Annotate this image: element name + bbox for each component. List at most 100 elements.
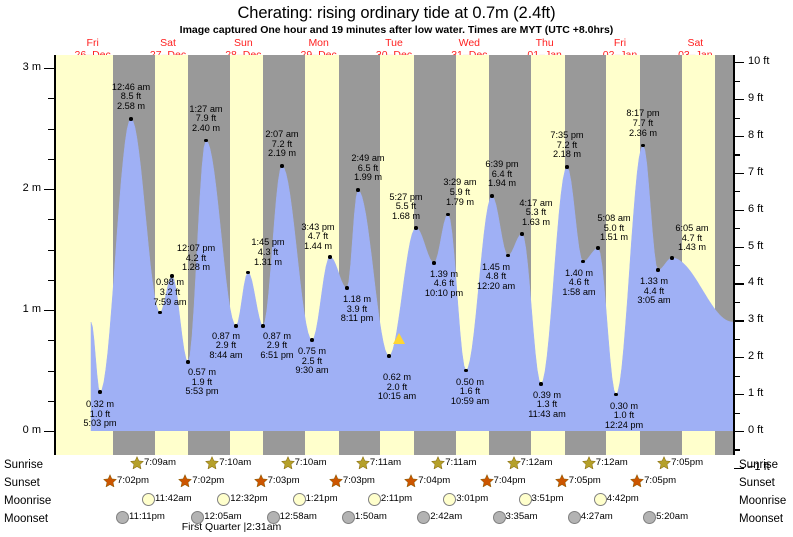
tide-label-line-2: 1.3 ft [536, 399, 558, 410]
tide-label-line-3: 2.19 m [267, 148, 297, 159]
right-tick [734, 99, 744, 101]
star-icon [657, 456, 672, 470]
tide-point-dot [280, 164, 284, 168]
tide-point-dot [446, 212, 450, 217]
moonset-event-8: 5:20am [642, 510, 712, 524]
tide-label-line-2: 3.2 ft [159, 287, 181, 297]
day-header-dow: Fri [613, 37, 627, 49]
left-tick [48, 370, 54, 372]
tide-point-dot [490, 194, 494, 199]
moonrise-time: 2:11pm [380, 493, 413, 504]
star-icon [581, 456, 596, 470]
moonset-time: 1:50am [354, 511, 387, 522]
tide-point-dot [414, 225, 418, 230]
tide-label-line-3: 7:59 am [153, 296, 187, 307]
right-tick [734, 135, 744, 138]
strip-night-band-5 [414, 431, 456, 455]
sunset-time: 7:05pm [568, 475, 601, 486]
tide-point-dot [129, 117, 133, 121]
tide-point-label: 6:05 am 4.7 ft 1.43 m [658, 223, 726, 253]
row-label-sunset-left: Sunset [4, 477, 40, 489]
tide-label-line-3: 9:30 am [295, 365, 329, 376]
tide-label-line-1: 0.39 m [532, 389, 562, 400]
day-header-dow: Mon [308, 37, 329, 49]
tide-point-label: 0.50 m 1.6 ft 10:59 am [436, 377, 504, 407]
day-header-dow: Tue [385, 37, 403, 49]
left-tick [48, 400, 54, 402]
tide-point-dot [641, 143, 645, 148]
left-tick [44, 310, 54, 312]
strip-night-band-6 [489, 431, 531, 455]
tide-point-label: 1.40 m 4.6 ft 1:58 am [545, 267, 613, 298]
left-tick [48, 249, 54, 251]
tide-label-line-1: 7:35 pm [550, 130, 584, 141]
tide-label-line-2: 4.6 ft [568, 277, 590, 288]
day-header-date: 28–Dec [203, 49, 283, 62]
tide-point-label: 3:43 pm 4.7 ft 1.44 m [284, 222, 352, 252]
tide-point-label: 4:17 am 5.3 ft 1.63 m [502, 198, 570, 228]
tide-label-line-3: 1.51 m [599, 232, 629, 243]
sunset-event-2: 7:02pm [178, 474, 248, 488]
tide-label-line-1: 1.39 m [429, 268, 459, 279]
right-tick [734, 467, 744, 470]
tide-label-line-1: 0.87 m [211, 330, 241, 341]
moonset-event-5: 2:42am [416, 510, 486, 524]
moon-disc-icon [492, 511, 506, 524]
tide-point-label: 2:49 am 6.5 ft 1.99 m [334, 154, 402, 183]
tide-label-line-3: 1.79 m [445, 196, 475, 207]
tide-label-line-2: 4.2 ft [185, 252, 207, 263]
tide-point-label: 1.45 m 4.8 ft 12:20 am [462, 261, 530, 292]
right-axis-line [733, 55, 735, 455]
tide-plot[interactable] [55, 55, 733, 431]
sunset-time: 7:02pm [117, 475, 149, 486]
tide-point-dot [98, 390, 102, 395]
day-header-6: Wed31–Dec [429, 37, 509, 61]
row-label-moonset-right: Moonset [739, 513, 784, 525]
star-icon [130, 456, 144, 470]
tide-label-line-2: 7.2 ft [556, 139, 578, 150]
day-header-date: 03–Jan [655, 49, 735, 62]
sunrise-time: 7:05pm [671, 457, 704, 468]
sunset-event-1: 7:02pm [103, 474, 173, 488]
tide-label-line-1: 8:17 pm [626, 108, 660, 119]
sunrise-time: 7:10am [219, 457, 252, 468]
moon-disc-icon [593, 493, 607, 506]
moonrise-event-6: 3:51pm [518, 492, 588, 506]
tide-label-line-3: 6:51 pm [260, 349, 294, 360]
tide-label-line-1: 1.40 m [564, 267, 594, 278]
tide-label-line-1: 0.98 m [155, 277, 185, 288]
right-tick [734, 357, 744, 359]
tide-label-line-3: 2.58 m [116, 101, 146, 111]
tide-label-line-3: 1.44 m [303, 240, 333, 251]
tide-point-dot [387, 354, 391, 358]
left-tick [48, 279, 54, 281]
day-header-7: Thu01–Jan [505, 37, 585, 61]
sunset-event-8: 7:05pm [630, 474, 700, 488]
right-axis-label: 7 ft [748, 165, 764, 178]
left-axis-label: 2 m [22, 182, 41, 194]
tide-label-line-3: 1.94 m [487, 178, 517, 189]
tide-label-line-3: 12:20 am [476, 280, 516, 291]
moonrise-time: 11:42am [155, 493, 192, 504]
star-icon [355, 456, 370, 470]
right-tick [734, 117, 740, 119]
star-icon [554, 474, 569, 488]
tide-label-line-2: 2.9 ft [215, 340, 237, 351]
tide-label-line-1: 1.45 m [481, 261, 511, 272]
tide-label-line-1: 5:27 pm [389, 191, 423, 202]
right-tick [734, 154, 740, 156]
star-icon [479, 474, 494, 488]
day-header-3: Sun28–Dec [203, 37, 283, 62]
moon-disc-icon [142, 493, 155, 506]
right-tick [734, 412, 740, 414]
day-header-date: 27–Dec [128, 49, 208, 62]
day-header-dow: Sun [233, 37, 253, 49]
right-tick [734, 431, 744, 433]
day-header-date: 30–Dec [354, 49, 434, 62]
right-tick [734, 449, 740, 451]
tide-label-line-3: 1:58 am [562, 286, 596, 297]
day-header-date: 29–Dec [279, 49, 359, 62]
tide-point-dot [520, 231, 524, 236]
right-tick [734, 191, 740, 193]
tide-label-line-2: 7.7 ft [632, 118, 654, 129]
